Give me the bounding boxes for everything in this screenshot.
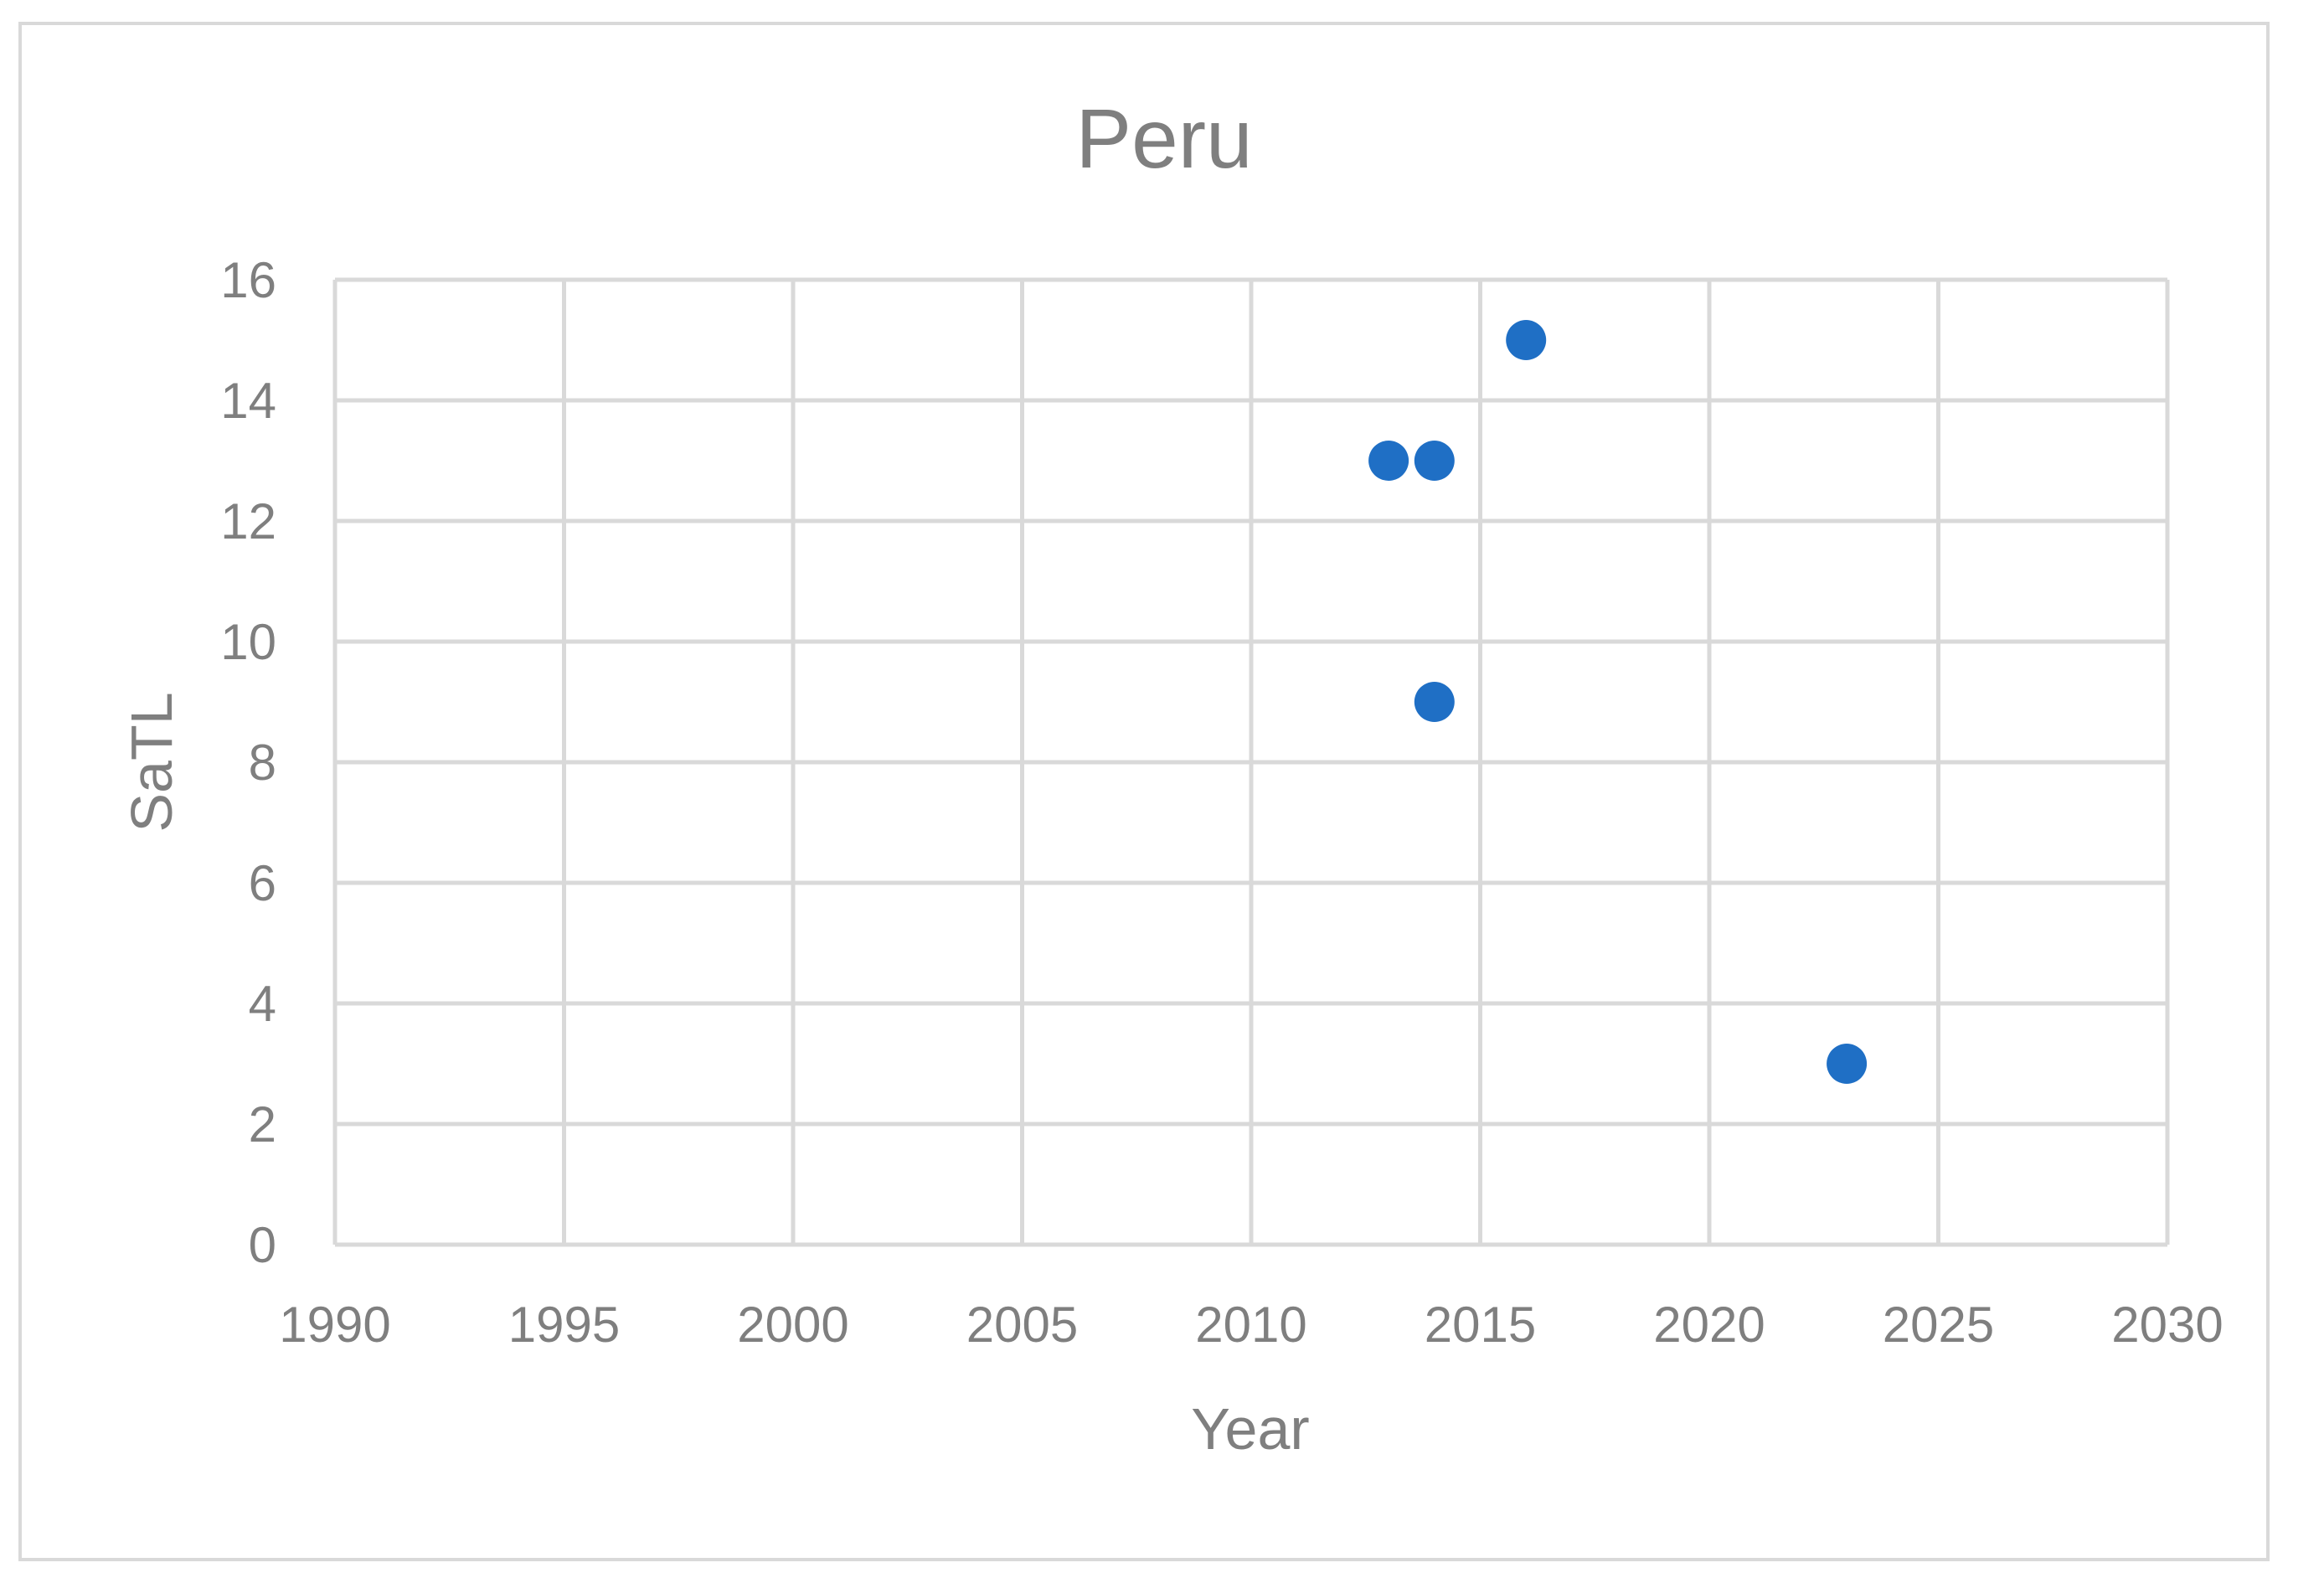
x-tick-label: 1990 (279, 1297, 390, 1353)
x-tick-label: 2020 (1653, 1297, 1765, 1353)
y-axis-title: SaTL (119, 692, 184, 832)
y-tick-label: 14 (220, 373, 276, 429)
y-tick-label: 4 (249, 976, 276, 1032)
x-tick-label: 2025 (1883, 1297, 1994, 1353)
y-tick-label: 12 (220, 493, 276, 549)
grid (332, 277, 2170, 1247)
data-point (1368, 441, 1409, 481)
x-tick-label: 2000 (737, 1297, 848, 1353)
x-tick-label: 2010 (1195, 1297, 1306, 1353)
x-axis-title: Year (1191, 1396, 1309, 1462)
y-tick-label: 0 (249, 1217, 276, 1273)
x-tick-label: 2005 (966, 1297, 1078, 1353)
x-tick-label: 2015 (1425, 1297, 1536, 1353)
data-point (1506, 320, 1547, 360)
x-tick-label: 2030 (2111, 1297, 2223, 1353)
data-point (1827, 1044, 1868, 1084)
x-tick-label: 1995 (508, 1297, 620, 1353)
data-point (1414, 441, 1455, 481)
y-tick-label: 10 (220, 614, 276, 670)
y-tick-label: 16 (220, 252, 276, 308)
y-tick-label: 8 (249, 735, 276, 791)
chart-title: Peru (1075, 92, 1252, 186)
data-points (1368, 320, 1868, 1084)
tick-labels: 0 2 4 6 8 10 12 14 16 1990 1995 2000 2005 2010 2015 202… (220, 252, 2223, 1353)
data-point (1414, 682, 1455, 722)
y-tick-label: 2 (249, 1096, 276, 1153)
y-tick-label: 6 (249, 855, 276, 911)
